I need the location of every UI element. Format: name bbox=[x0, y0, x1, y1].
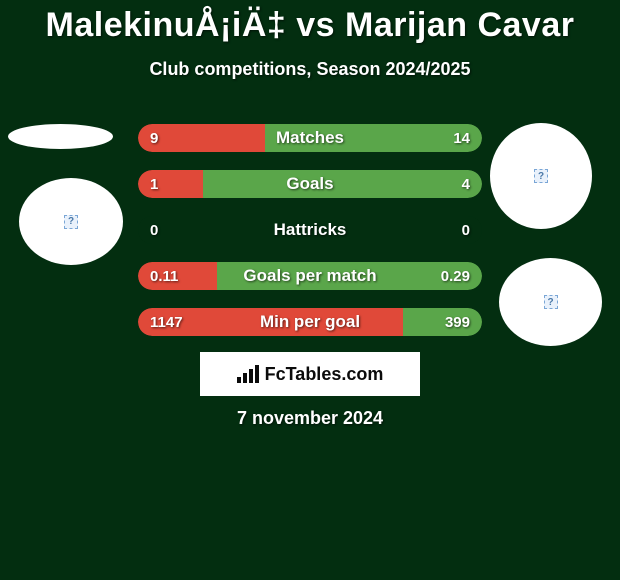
avatar-right-top: ? bbox=[490, 123, 592, 229]
avatar-left-top bbox=[8, 124, 113, 149]
stat-label: Goals per match bbox=[138, 266, 482, 286]
stat-label: Matches bbox=[138, 128, 482, 148]
avatar-left-bottom: ? bbox=[19, 178, 123, 265]
brand-text: FcTables.com bbox=[265, 364, 384, 385]
avatar-right-bottom: ? bbox=[499, 258, 602, 346]
brand-box: FcTables.com bbox=[200, 352, 420, 396]
placeholder-icon: ? bbox=[64, 215, 78, 229]
page-subtitle: Club competitions, Season 2024/2025 bbox=[0, 59, 620, 80]
stat-bars: 914Matches 14Goals 00Hattricks 0.110.29Goal… bbox=[138, 124, 482, 354]
stat-label: Min per goal bbox=[138, 312, 482, 332]
stat-row: 914Matches bbox=[138, 124, 482, 152]
stat-label: Goals bbox=[138, 174, 482, 194]
chart-icon bbox=[237, 365, 259, 383]
placeholder-icon: ? bbox=[544, 295, 558, 309]
stat-row: 00Hattricks bbox=[138, 216, 482, 244]
placeholder-icon: ? bbox=[534, 169, 548, 183]
stat-row: 1147399Min per goal bbox=[138, 308, 482, 336]
stat-row: 14Goals bbox=[138, 170, 482, 198]
stat-label: Hattricks bbox=[138, 220, 482, 240]
stat-row: 0.110.29Goals per match bbox=[138, 262, 482, 290]
date-label: 7 november 2024 bbox=[0, 408, 620, 429]
page-title: MalekinuÅ¡iÄ‡ vs Marijan Cavar bbox=[0, 0, 620, 45]
